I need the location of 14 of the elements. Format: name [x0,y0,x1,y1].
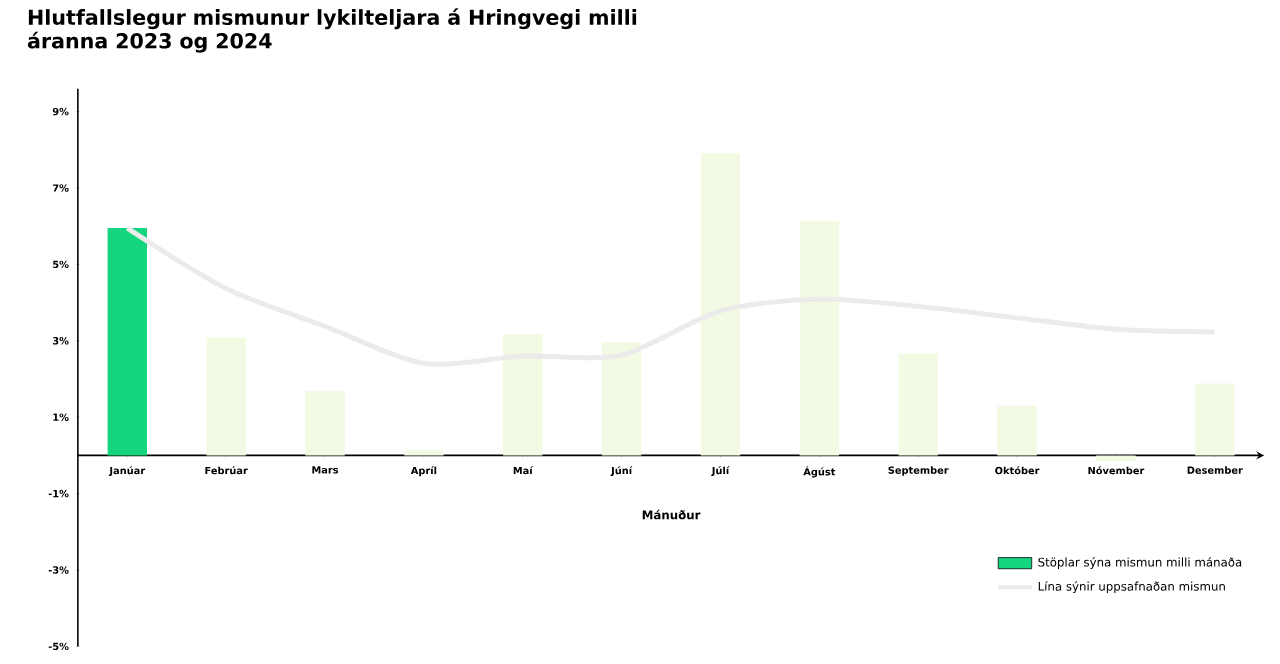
bar [503,333,543,456]
bar [1195,383,1235,456]
bar [700,153,741,456]
bar [997,405,1037,456]
line-series [124,225,1218,367]
bar [206,337,246,456]
bar [601,342,642,456]
bar [404,449,444,456]
bar [898,353,938,456]
bar [1096,455,1136,462]
bar [305,391,345,456]
chart-title: Hlutfallslegur mismunur lykilteljara á Hringvegi milli áranna 2023 og 2024 [27,8,637,53]
bar [107,228,147,456]
bar [799,220,840,456]
